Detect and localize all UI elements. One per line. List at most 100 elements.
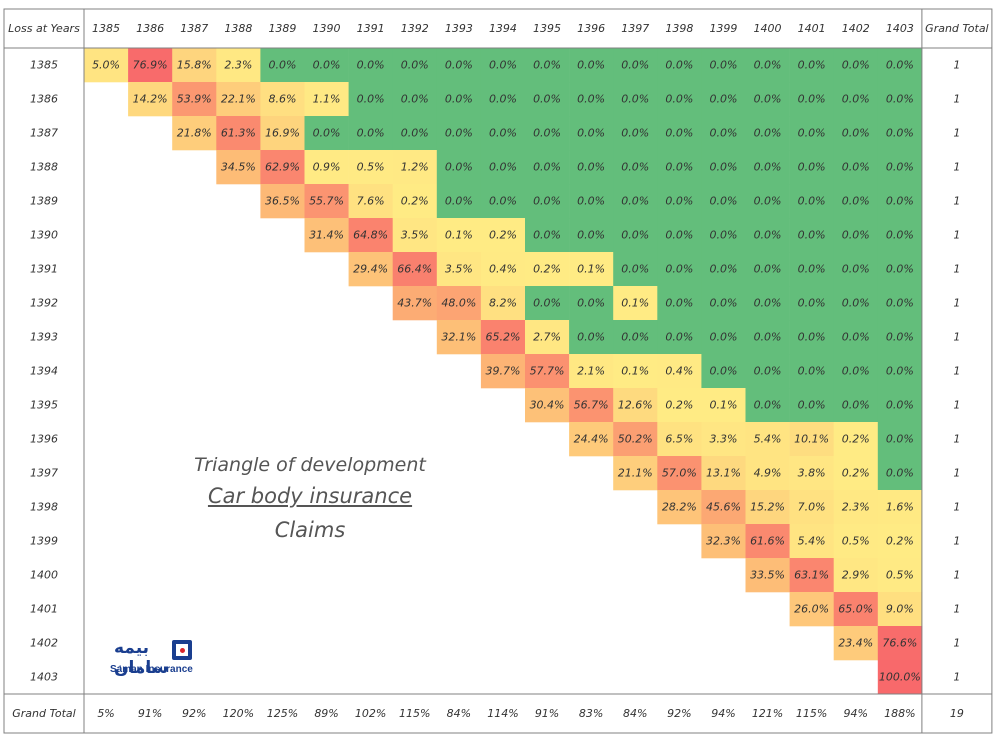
cell-value-label: 0.0% (886, 127, 914, 140)
cell-value-label: 12.6% (618, 399, 653, 412)
row-total: 1 (953, 501, 960, 514)
cell-value-label: 0.0% (709, 263, 737, 276)
heatmap-cell (569, 218, 614, 253)
cell-value-label: 13.1% (706, 467, 741, 480)
cell-value-label: 0.0% (798, 59, 826, 72)
cell-value-label: 0.0% (445, 195, 473, 208)
column-header: 1391 (357, 22, 385, 35)
heatmap-cell (877, 150, 923, 185)
heatmap-cell (745, 456, 790, 491)
heatmap-cell (789, 456, 834, 491)
cell-value-label: 0.0% (533, 59, 561, 72)
column-total: 91% (138, 707, 162, 720)
heatmap-cell (745, 422, 790, 457)
heatmap-cell (745, 82, 790, 117)
heatmap-cell (480, 218, 526, 253)
cell-value-label: 0.0% (754, 93, 782, 106)
heatmap-cell (613, 150, 658, 185)
cell-value-label: 0.0% (665, 263, 693, 276)
row-header: 1399 (30, 535, 58, 548)
row-header: 1392 (30, 297, 58, 310)
cell-value-label: 0.0% (621, 229, 649, 242)
cell-value-label: 0.0% (665, 161, 693, 174)
cell-value-label: 0.0% (665, 127, 693, 140)
heatmap-cell (745, 524, 790, 559)
heatmap-cell (436, 286, 482, 321)
heatmap-cell (877, 218, 923, 253)
cell-value-label: 65.0% (838, 603, 873, 616)
column-header: 1392 (401, 22, 429, 35)
cell-value-label: 0.0% (886, 331, 914, 344)
row-total: 1 (953, 399, 960, 412)
heatmap-cell (260, 82, 305, 117)
cell-value-label: 30.4% (530, 399, 565, 412)
column-total: 125% (267, 707, 298, 720)
cell-value-label: 0.0% (445, 93, 473, 106)
cell-value-label: 0.0% (842, 297, 870, 310)
cell-value-label: 0.2% (886, 535, 914, 548)
heatmap-cell (701, 388, 746, 423)
column-header: 1385 (92, 22, 120, 35)
cell-value-label: 8.2% (489, 297, 517, 310)
cell-value-label: 0.0% (709, 195, 737, 208)
heatmap-cell (436, 150, 482, 185)
row-total: 1 (953, 297, 960, 310)
cell-value-label: 0.0% (886, 433, 914, 446)
heatmap-cell (569, 82, 614, 117)
heatmap-cell (701, 422, 746, 457)
cell-value-label: 39.7% (485, 365, 520, 378)
cell-value-label: 0.2% (401, 195, 429, 208)
column-total: 92% (182, 707, 206, 720)
cell-value-label: 0.0% (709, 365, 737, 378)
cell-value-label: 0.0% (842, 195, 870, 208)
heatmap-cell (392, 150, 438, 185)
column-header: 1393 (445, 22, 473, 35)
row-header: 1398 (30, 501, 58, 514)
column-total: 188% (884, 707, 915, 720)
heatmap-cell (613, 456, 658, 491)
heatmap-cell (745, 490, 790, 525)
heatmap-cell (789, 592, 834, 627)
heatmap-cell (436, 184, 482, 219)
heatmap-cell (789, 252, 834, 287)
cell-value-label: 0.0% (754, 229, 782, 242)
cell-value-label: 0.0% (798, 331, 826, 344)
heatmap-cell (436, 82, 482, 117)
heatmap-cell (348, 218, 393, 253)
heatmap-cell (613, 422, 658, 457)
heatmap-cell (525, 48, 570, 83)
cell-value-label: 61.6% (750, 535, 785, 548)
heatmap-cell (657, 252, 702, 287)
heatmap-cell (833, 490, 879, 525)
cell-value-label: 0.0% (709, 59, 737, 72)
row-total: 1 (953, 93, 960, 106)
logo-persian-text: بیمه سامان (114, 638, 169, 678)
row-header: 1391 (30, 263, 58, 276)
heatmap-cell (525, 286, 570, 321)
cell-value-label: 0.0% (798, 229, 826, 242)
cell-value-label: 0.0% (842, 399, 870, 412)
cell-value-label: 43.7% (397, 297, 432, 310)
heatmap-cell (525, 82, 570, 117)
row-header: 1394 (30, 365, 58, 378)
cell-value-label: 10.1% (794, 433, 829, 446)
heatmap-cell (480, 48, 526, 83)
heatmap-cell (569, 116, 614, 151)
heatmap-cell (745, 286, 790, 321)
heatmap-cell (789, 388, 834, 423)
cell-value-label: 0.0% (754, 161, 782, 174)
heatmap-cell (833, 48, 879, 83)
cell-value-label: 5.0% (92, 59, 120, 72)
cell-value-label: 0.0% (886, 161, 914, 174)
heatmap-cell (877, 422, 923, 457)
heatmap-cell (833, 422, 879, 457)
cell-value-label: 0.0% (533, 93, 561, 106)
grand-total-value: 19 (950, 707, 964, 720)
logo-mark-icon (172, 640, 192, 660)
column-header: 1399 (709, 22, 737, 35)
saman-insurance-logo: بیمه سامان Saman Insurance (110, 636, 208, 682)
row-header: 1386 (30, 93, 58, 106)
cell-value-label: 0.0% (709, 127, 737, 140)
cell-value-label: 5.4% (798, 535, 826, 548)
column-header: 1396 (577, 22, 605, 35)
